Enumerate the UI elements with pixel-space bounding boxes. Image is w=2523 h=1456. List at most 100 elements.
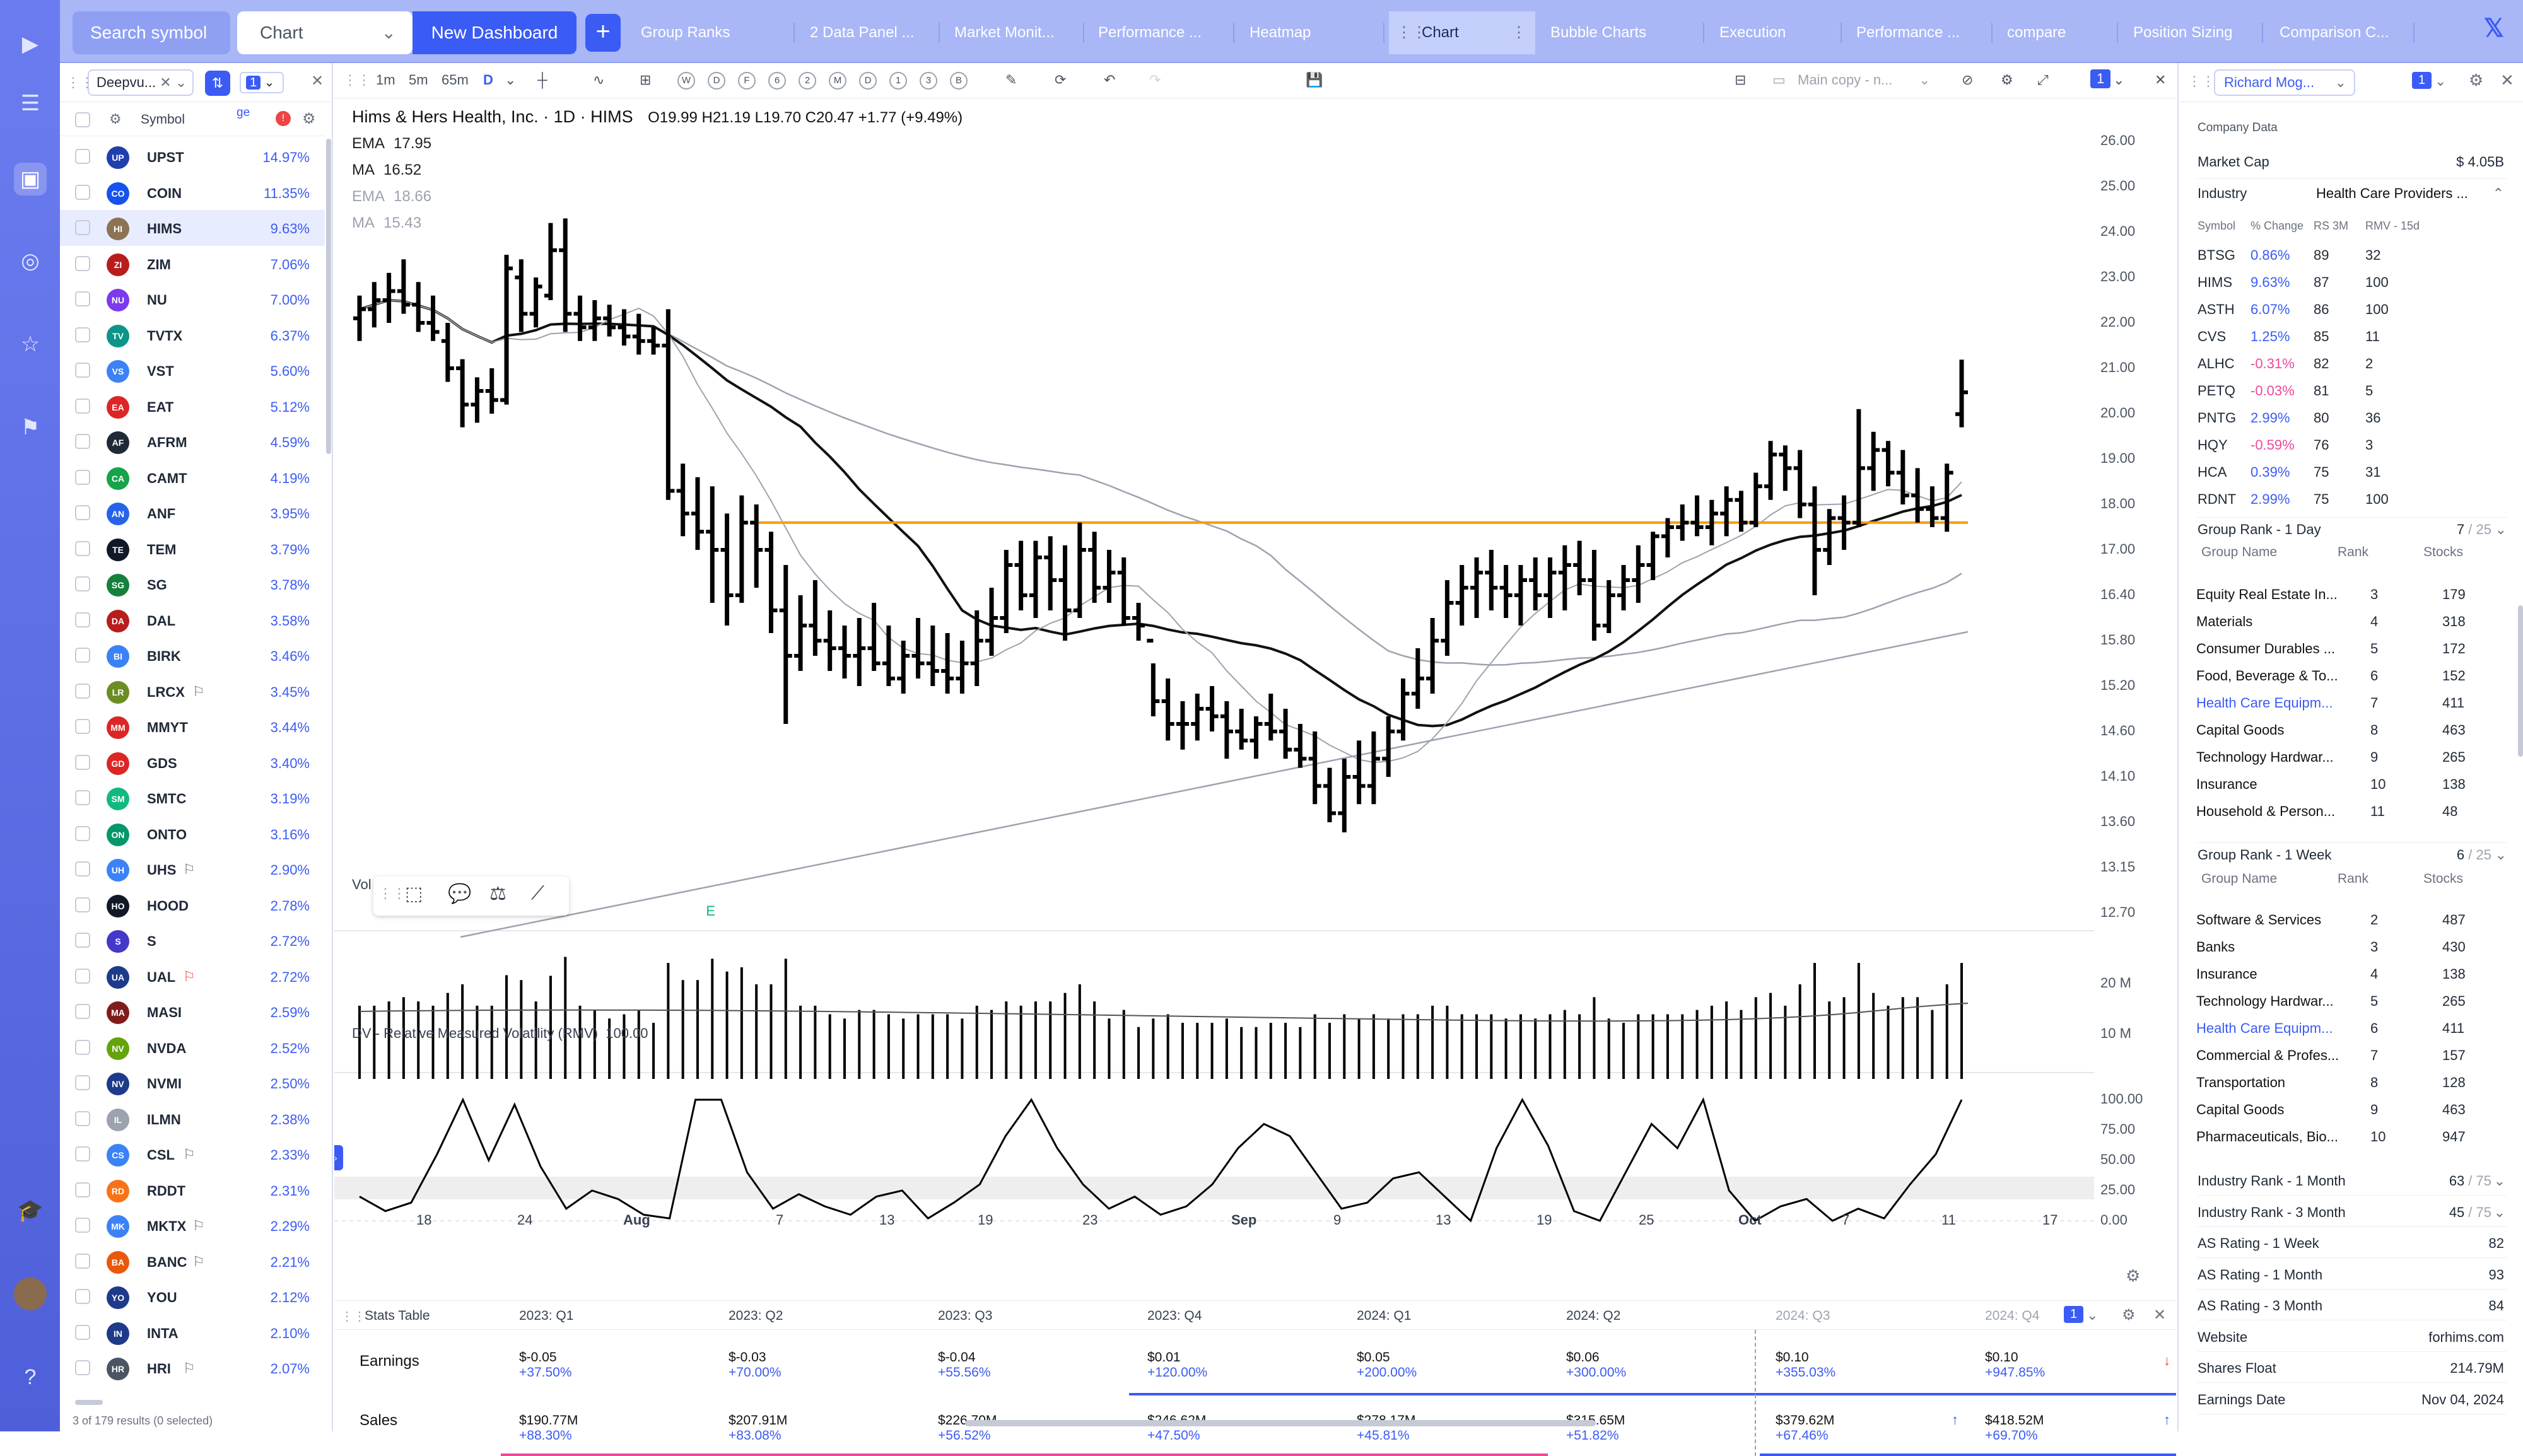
row-checkbox[interactable] (75, 1218, 90, 1233)
watchlist-row[interactable]: UP UPST 14.97% (60, 139, 325, 175)
row-checkbox[interactable] (75, 1289, 90, 1304)
row-checkbox[interactable] (75, 1146, 90, 1162)
chevron-down-icon[interactable]: ⌄ (2435, 73, 2447, 89)
undo-icon[interactable]: ↶ (1104, 72, 1116, 88)
row-checkbox[interactable] (75, 434, 90, 449)
chart-page-number[interactable]: 1 (2090, 69, 2111, 88)
watchlist-row[interactable]: MM MMYT 3.44% (60, 709, 325, 745)
row-checkbox[interactable] (75, 255, 90, 271)
row-checkbox[interactable] (75, 897, 90, 912)
range-button[interactable]: 1 (889, 71, 907, 90)
peer-row[interactable]: HQY -0.59% 76 3 (2179, 433, 2519, 458)
watchlist-row[interactable]: SG SG 3.78% (60, 566, 325, 602)
watchlist-row[interactable]: IN INTA 2.10% (60, 1315, 325, 1351)
note-tool-icon[interactable]: 💬 (448, 883, 472, 904)
chevron-down-icon[interactable]: ⌄ (2113, 72, 2125, 88)
row-checkbox[interactable] (75, 505, 90, 520)
interval-5m[interactable]: 5m (409, 72, 428, 88)
flag-icon[interactable]: ⚐ (192, 1218, 205, 1233)
save-icon[interactable]: 💾 (1306, 72, 1323, 88)
group-row[interactable]: Banks 3 430 (2179, 935, 2513, 960)
peer-row[interactable]: PNTG 2.99% 80 36 (2179, 406, 2519, 431)
row-checkbox[interactable] (75, 291, 90, 306)
watchlist-row[interactable]: ZI ZIM 7.06% (60, 246, 325, 282)
row-checkbox[interactable] (75, 1075, 90, 1090)
settings-icon[interactable]: ⚙ (109, 111, 122, 127)
row-checkbox[interactable] (75, 968, 90, 984)
group-column-header[interactable]: Rank (2338, 871, 2369, 886)
tab-4[interactable]: Heatmap (1239, 11, 1384, 54)
row-checkbox[interactable] (75, 1004, 90, 1019)
menu-icon[interactable]: ☰ (20, 91, 40, 115)
indicator-legend-item[interactable]: MA 16.52 (352, 161, 421, 179)
peer-row[interactable]: BTSG 0.86% 89 32 (2179, 243, 2519, 269)
peer-row[interactable]: HIMS 9.63% 87 100 (2179, 271, 2519, 296)
watchlist-row[interactable]: MK MKTX ⚐ 2.29% (60, 1208, 325, 1243)
axis-settings-icon[interactable]: ⚙ (2126, 1266, 2141, 1285)
add-tab-button[interactable]: + (585, 14, 621, 52)
row-checkbox[interactable] (75, 1253, 90, 1269)
watchlist-row[interactable]: HI HIMS 9.63% (60, 210, 325, 246)
new-dashboard-button[interactable]: New Dashboard (413, 11, 577, 54)
watchlist-row[interactable]: TV TVTX 6.37% (60, 317, 325, 353)
watchlist-row[interactable]: CO COIN 11.35% (60, 175, 325, 211)
change-column-header[interactable]: ge (237, 106, 250, 119)
scanner-icon[interactable]: ◎ (21, 249, 40, 273)
range-button[interactable]: 3 (920, 71, 937, 90)
range-button[interactable]: M (829, 71, 846, 90)
row-checkbox[interactable] (75, 540, 90, 556)
close-icon[interactable]: ✕ (2155, 72, 2167, 88)
interval-1m[interactable]: 1m (376, 72, 395, 88)
tab-10[interactable]: Position Sizing (2123, 11, 2263, 54)
group-row[interactable]: Technology Hardwar... 9 265 (2179, 745, 2513, 771)
peer-row[interactable]: CVS 1.25% 85 11 (2179, 325, 2519, 350)
symbol-column-header[interactable]: Symbol (141, 112, 185, 127)
drag-handle-icon[interactable]: ⋮⋮ (343, 72, 371, 88)
industry-row[interactable]: Industry Health Care Providers ... ⌃ (2198, 185, 2507, 211)
watchlist-row[interactable]: AF AFRM 4.59% (60, 424, 325, 460)
interval-65m[interactable]: 65m (442, 72, 469, 88)
flag-icon[interactable]: ⚐ (183, 1146, 196, 1162)
collapse-left-button[interactable]: › (334, 1145, 343, 1170)
row-checkbox[interactable] (75, 1324, 90, 1340)
peers-column-header[interactable]: RS 3M (2314, 219, 2349, 232)
range-button[interactable]: 2 (799, 71, 816, 90)
watchlist-scrollbar[interactable] (326, 139, 331, 454)
search-symbol-button[interactable]: Search symbol (73, 11, 230, 54)
panel-layout-select[interactable]: Richard Mog... ⌄ (2214, 69, 2355, 96)
row-checkbox[interactable] (75, 184, 90, 200)
group-row[interactable]: Insurance 10 138 (2179, 772, 2513, 798)
compare-icon[interactable]: ⊘ (1962, 72, 1974, 88)
chevron-down-icon[interactable]: ⌄ (2087, 1307, 2099, 1323)
row-checkbox[interactable] (75, 1039, 90, 1055)
watchlist-row[interactable]: RD RDDT 2.31% (60, 1172, 325, 1208)
earnings-marker[interactable]: E (706, 903, 715, 919)
row-checkbox[interactable] (75, 398, 90, 414)
drag-handle-icon[interactable]: ⋮⋮ (378, 885, 406, 901)
horizontal-scrollbar[interactable] (75, 1400, 103, 1405)
group-row[interactable]: Transportation 8 128 (2179, 1071, 2513, 1096)
row-checkbox[interactable] (75, 149, 90, 164)
watchlist-row[interactable]: NV NVMI 2.50% (60, 1065, 325, 1101)
row-checkbox[interactable] (75, 469, 90, 485)
watchlist-row[interactable]: GD GDS 3.40% (60, 745, 325, 781)
drag-handle-icon[interactable]: ⋮⋮ (1396, 24, 1427, 41)
row-checkbox[interactable] (75, 861, 90, 877)
group-column-header[interactable]: Group Name (2201, 871, 2278, 886)
star-icon[interactable]: ☆ (20, 332, 40, 356)
close-icon[interactable]: ✕ (160, 74, 172, 90)
close-icon[interactable]: ✕ (2153, 1307, 2167, 1324)
watchlist-row[interactable]: YO YOU 2.12% (60, 1279, 325, 1315)
gear-icon[interactable]: ⚙ (302, 110, 316, 127)
watchlist-row[interactable]: EA EAT 5.12% (60, 388, 325, 424)
flag-icon[interactable]: ⚐ (183, 861, 196, 877)
panel-page-number[interactable]: 1 (2412, 72, 2432, 89)
group-column-header[interactable]: Stocks (2423, 545, 2464, 559)
avatar[interactable] (14, 1278, 47, 1310)
watchlist-row[interactable]: BA BANC ⚐ 2.21% (60, 1243, 325, 1279)
group-row[interactable]: Food, Beverage & To... 6 152 (2179, 664, 2513, 689)
row-checkbox[interactable] (75, 754, 90, 770)
watchlist-row[interactable]: BI BIRK 3.46% (60, 638, 325, 673)
range-button[interactable]: B (950, 71, 968, 90)
flag-icon[interactable]: ⚐ (192, 683, 205, 699)
